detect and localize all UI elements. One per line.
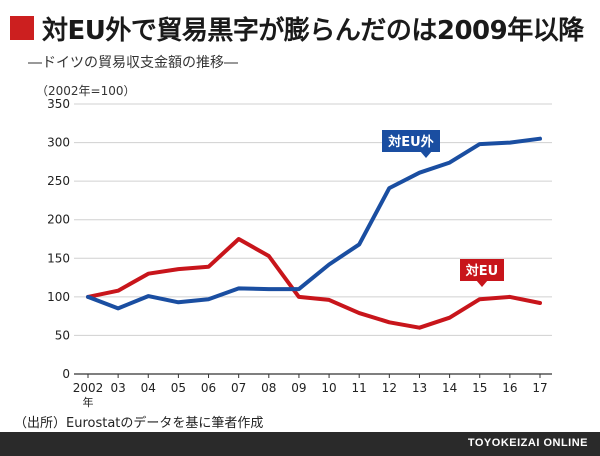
chart-subtitle: ―ドイツの貿易収支金額の推移― bbox=[28, 55, 238, 71]
x-tick-label: 09 bbox=[291, 381, 306, 395]
x-tick-label: 2002 bbox=[73, 381, 104, 395]
title-marker-square bbox=[10, 16, 34, 40]
footer-brand: TOYOKEIZAI ONLINE bbox=[467, 437, 588, 449]
x-tick-label: 08 bbox=[261, 381, 276, 395]
x-axis-tick-labels: 2002 03 04 05 06 07 08 09 10 11 12 13 14 15 16 17 年 bbox=[73, 381, 548, 409]
series-label-box bbox=[460, 259, 504, 281]
x-tick-label: 05 bbox=[171, 381, 186, 395]
x-tick-label: 14 bbox=[442, 381, 457, 395]
x-tick-label: 06 bbox=[201, 381, 216, 395]
y-tick-label: 150 bbox=[47, 251, 70, 265]
y-axis-tick-labels: 0 50 100 150 200 250 300 350 bbox=[47, 97, 70, 381]
y-tick-label: 100 bbox=[47, 290, 70, 304]
series-lines bbox=[86, 136, 542, 330]
x-tick-label: 03 bbox=[110, 381, 125, 395]
x-tick-label: 15 bbox=[472, 381, 487, 395]
y-tick-label: 200 bbox=[47, 213, 70, 227]
title-bar: 対EU外で貿易黒字が膨らんだのは2009年以降 bbox=[10, 8, 584, 48]
series-label: 対EU bbox=[465, 263, 498, 279]
grid-lines bbox=[74, 103, 552, 378]
x-tick-label: 13 bbox=[412, 381, 427, 395]
source-note: （出所）Eurostatのデータを基に筆者作成 bbox=[14, 416, 264, 431]
series-line bbox=[86, 237, 542, 330]
series-label-pointer bbox=[476, 280, 488, 287]
series-label-box bbox=[382, 130, 440, 152]
unit-note: （2002年=100） bbox=[36, 84, 136, 98]
series-label-pointer bbox=[420, 151, 432, 158]
x-tick-year-suffix: 年 bbox=[83, 395, 94, 409]
x-tick-label: 12 bbox=[382, 381, 397, 395]
series-label: 対EU外 bbox=[387, 134, 433, 150]
x-tick-label: 10 bbox=[321, 381, 336, 395]
x-tick-label: 07 bbox=[231, 381, 246, 395]
x-tick-label: 17 bbox=[532, 381, 547, 395]
y-tick-label: 300 bbox=[47, 136, 70, 150]
x-tick-label: 16 bbox=[502, 381, 517, 395]
footer-bar: TOYOKEIZAI ONLINE bbox=[0, 432, 600, 456]
y-tick-label: 250 bbox=[47, 174, 70, 188]
series-line bbox=[86, 136, 542, 311]
y-tick-label: 50 bbox=[55, 328, 70, 342]
chart-title: 対EU外で貿易黒字が膨らんだのは2009年以降 bbox=[42, 15, 584, 46]
x-tick-label: 11 bbox=[352, 381, 367, 395]
y-tick-label: 350 bbox=[47, 97, 70, 111]
x-tick-label: 04 bbox=[141, 381, 156, 395]
y-tick-label: 0 bbox=[62, 367, 70, 381]
